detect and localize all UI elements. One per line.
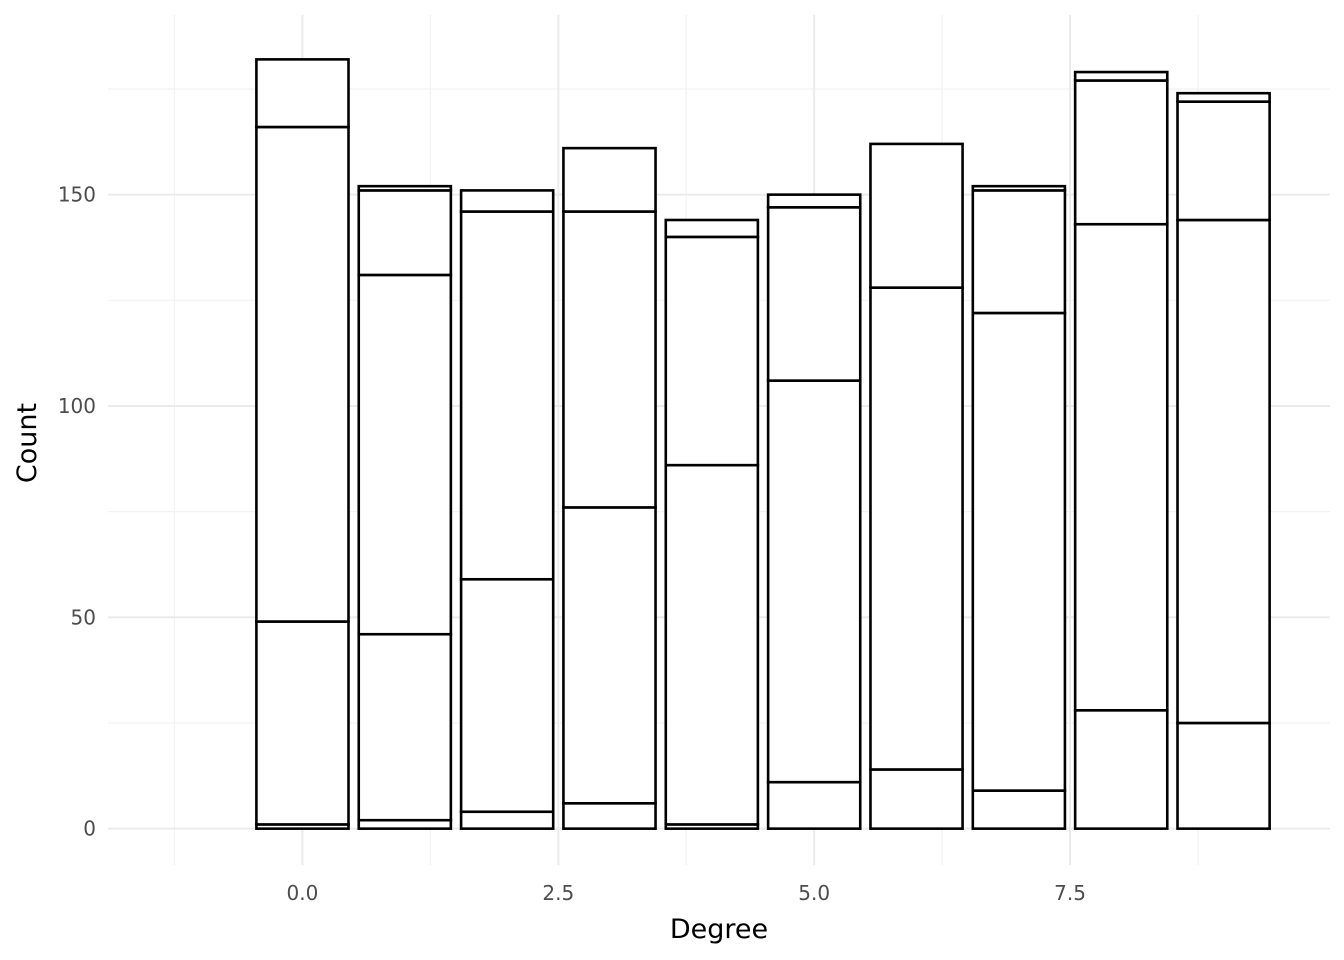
bar-segment <box>766 193 862 209</box>
x-tick-label: 2.5 <box>542 881 574 905</box>
y-tick-label: 50 <box>71 605 96 629</box>
bar-segment <box>357 632 453 822</box>
y-axis-title: Count <box>12 403 43 483</box>
bar-segment <box>255 125 350 623</box>
bar-segment <box>766 780 862 830</box>
bar-segment <box>971 311 1067 792</box>
bar-segment <box>1176 218 1271 725</box>
bar-segment <box>1176 91 1271 103</box>
bar-segment <box>562 801 657 830</box>
x-axis-title: Degree <box>670 914 768 945</box>
bar-segment <box>459 189 555 213</box>
bar-segment <box>869 286 964 771</box>
bar-segment <box>869 142 964 289</box>
bar-segment <box>971 184 1067 192</box>
bar-segment <box>1073 70 1169 82</box>
bar-segment <box>971 789 1067 830</box>
x-tick-label: 7.5 <box>1054 881 1086 905</box>
bar-segment <box>562 146 657 213</box>
bar-segment <box>459 577 555 814</box>
y-tick-label: 100 <box>58 394 96 418</box>
bar-segment <box>869 768 964 830</box>
x-tick-label: 5.0 <box>798 881 830 905</box>
bar-segment <box>1073 79 1169 226</box>
bar-segment <box>1176 721 1271 830</box>
x-tick-labels: 0.0 2.5 5.0 7.5 <box>287 881 1086 905</box>
bar-segment <box>357 184 453 192</box>
bar-segment <box>1176 100 1271 222</box>
y-tick-labels: 0 50 100 150 <box>58 183 96 841</box>
bar-segment <box>459 810 555 830</box>
bar-segment <box>766 379 862 784</box>
bar-segment <box>562 210 657 509</box>
bar-segment <box>766 206 862 382</box>
bar-segment <box>1073 709 1169 830</box>
bar-segment <box>255 620 350 826</box>
bar-segment <box>562 506 657 805</box>
bar-segment <box>971 189 1067 315</box>
y-tick-label: 0 <box>83 817 96 841</box>
x-tick-label: 0.0 <box>287 881 319 905</box>
bar-segment <box>255 58 350 129</box>
bar-segment <box>664 235 760 467</box>
y-tick-label: 150 <box>58 183 96 207</box>
bar-segment <box>357 189 453 277</box>
bar-segment <box>459 210 555 581</box>
bar-segment <box>664 463 760 826</box>
bar-segment <box>357 273 453 636</box>
bars <box>255 58 1271 830</box>
bar-segment <box>664 218 760 239</box>
bar-segment <box>1073 222 1169 712</box>
